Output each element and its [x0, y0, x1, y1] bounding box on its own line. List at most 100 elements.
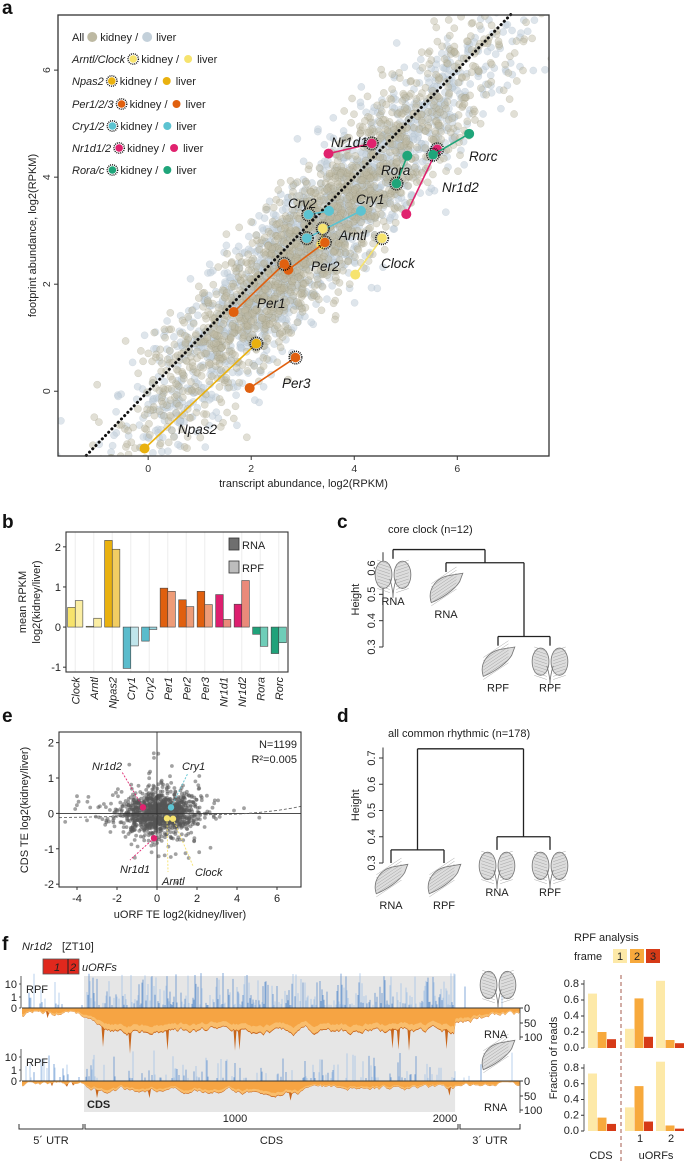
- kidney-icon: [531, 646, 569, 685]
- liver-gene-point: [161, 327, 169, 336]
- category-label: Nr1d2: [237, 677, 249, 707]
- kidney-gene-point: [228, 321, 237, 330]
- gene-point: [85, 799, 90, 804]
- kidney-point: [318, 223, 328, 234]
- kidney-gene-point: [188, 306, 196, 315]
- bar-rpf-cry1: [130, 626, 139, 647]
- liver-gene-point: [550, 10, 557, 17]
- kidney-gene-point: [373, 101, 381, 110]
- kidney-gene-point: [192, 330, 200, 338]
- kidney-gene-point: [295, 248, 303, 256]
- kidney-gene-point: [155, 407, 164, 415]
- legend-kidney-marker: [107, 77, 116, 85]
- kidney-gene-point: [258, 314, 267, 322]
- kidney-gene-point: [157, 367, 165, 376]
- kidney-gene-point: [305, 161, 313, 170]
- leaf-label-rpf-kidney: RPF: [539, 887, 561, 899]
- legend-kidney-marker: [129, 55, 137, 63]
- kidney-gene-point: [252, 262, 261, 271]
- kidney-gene-point: [476, 119, 485, 128]
- kidney-gene-point: [139, 357, 147, 366]
- liver-gene-point: [193, 404, 202, 412]
- leaf-label-rna-kidney: RNA: [381, 596, 405, 608]
- kidney-gene-point: [96, 459, 103, 466]
- kidney-gene-point: [398, 97, 407, 105]
- kidney-gene-point: [180, 318, 188, 327]
- gene-point: [110, 793, 115, 797]
- gene-point: [120, 808, 124, 812]
- liver-gene-point: [251, 396, 259, 404]
- x-axis-title: transcript abundance, log2(RPKM): [219, 478, 388, 490]
- liver-gene-point: [314, 125, 322, 133]
- kidney-gene-point: [331, 315, 339, 324]
- legend-kidney-text: kidney /: [127, 143, 166, 155]
- kidney-gene-point: [277, 231, 286, 239]
- liver-gene-point: [260, 214, 269, 222]
- gene-point: [168, 774, 172, 779]
- gene-point: [146, 816, 150, 820]
- gene-point: [150, 809, 155, 813]
- kidney-gene-point: [161, 333, 169, 342]
- y-axis-title: Height: [350, 584, 362, 616]
- kidney-gene-point: [466, 91, 474, 100]
- kidney-point: [428, 149, 438, 160]
- kidney-gene-point: [507, 1, 514, 8]
- bar-rna-nr1d2: [233, 603, 243, 628]
- kidney-gene-point: [163, 458, 170, 465]
- kidney-gene-point: [90, 413, 99, 421]
- kidney-gene-point: [172, 391, 181, 399]
- liver-gene-point: [164, 447, 172, 455]
- kidney-gene-point: [223, 408, 231, 417]
- kidney-gene-point: [260, 233, 269, 242]
- category-label: Per1: [163, 677, 175, 700]
- kidney-gene-point: [165, 346, 174, 355]
- kidney-gene-point: [440, 55, 449, 63]
- bar-rpf-rora: [259, 626, 269, 647]
- liver-gene-point: [278, 347, 287, 356]
- gene-point: [176, 816, 180, 820]
- kidney-gene-point: [351, 253, 359, 261]
- gene-point: [187, 819, 192, 823]
- liver-gene-point: [466, 80, 474, 88]
- gene-point: [123, 835, 128, 839]
- gene-point: [195, 822, 200, 827]
- gene-point: [232, 808, 236, 813]
- kidney-icon: [374, 559, 412, 598]
- gene-point: [130, 825, 135, 830]
- legend-kidney-text: kidney /: [130, 99, 169, 111]
- y-tick-label: 2: [55, 542, 61, 554]
- kidney-gene-point: [263, 355, 271, 363]
- liver-gene-point: [417, 55, 425, 64]
- liver-shape: [374, 863, 409, 895]
- gene-point: [147, 776, 152, 781]
- gene-point: [111, 818, 115, 823]
- kidney-gene-point: [286, 177, 295, 185]
- y-tick-label: 0.5: [366, 587, 378, 602]
- gene-point: [159, 826, 163, 831]
- legend-kidney-text: kidney /: [120, 165, 159, 177]
- y-tick-label: 1: [55, 582, 61, 594]
- kidney-gene-point: [393, 110, 402, 118]
- x-tick-label: 4: [351, 463, 357, 475]
- panel-label-c: c: [337, 512, 348, 533]
- gene-point: [174, 829, 178, 834]
- liver-icon: [429, 566, 464, 606]
- legend-label: Npas2: [72, 76, 104, 88]
- kidney-gene-point: [409, 174, 417, 182]
- kidney-gene-point: [487, 21, 496, 30]
- category-label: Rorc: [274, 677, 286, 701]
- kidney-gene-point: [101, 467, 108, 474]
- bar-rpf-per1: [167, 591, 176, 628]
- kidney-gene-point: [325, 169, 334, 178]
- liver-gene-point: [523, 27, 532, 36]
- legend-kidney-text: kidney /: [141, 54, 180, 66]
- gene-point: [199, 794, 203, 798]
- kidney-gene-point: [323, 185, 331, 194]
- liver-gene-point: [345, 284, 354, 293]
- legend-label: Nr1d1/2: [72, 143, 111, 155]
- kidney-gene-point: [186, 414, 195, 422]
- gene-point: [180, 808, 184, 813]
- kidney-gene-point: [277, 178, 285, 187]
- liver-gene-point: [390, 225, 399, 233]
- liver-gene-point: [477, 0, 484, 6]
